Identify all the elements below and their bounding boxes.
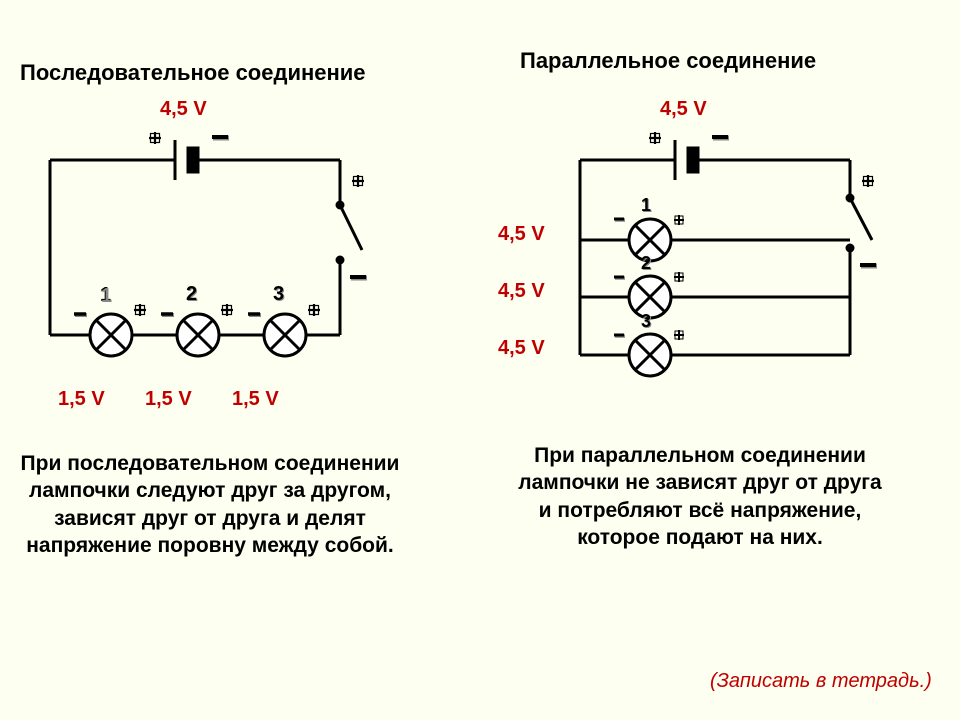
heading-parallel: Параллельное соединение	[520, 48, 816, 74]
par-bulb-2: 2 2	[614, 253, 684, 318]
svg-text:3: 3	[273, 283, 284, 305]
bulb-2: 2 2	[161, 283, 233, 356]
par-bulb-1: 1 1	[614, 195, 684, 261]
svg-text:1: 1	[101, 285, 112, 307]
voltage-par-1: 4,5 V	[498, 223, 545, 246]
series-diagram: 1 1 2 2 3 3	[30, 120, 380, 380]
bulb-1: 1 1	[74, 284, 146, 356]
parallel-diagram: 1 1 2 2 3 3	[560, 120, 910, 390]
note: (Записать в тетрадь.)	[710, 670, 932, 693]
svg-text:3: 3	[641, 311, 651, 331]
svg-text:1: 1	[641, 195, 651, 215]
svg-text:2: 2	[641, 253, 651, 273]
voltage-series-1: 1,5 V	[58, 388, 105, 411]
svg-text:2: 2	[186, 283, 197, 305]
desc-parallel: При параллельном соединении лампочки не …	[510, 442, 890, 551]
par-bulb-3: 3 3	[614, 311, 684, 376]
voltage-series-3: 1,5 V	[232, 388, 279, 411]
voltage-top-right: 4,5 V	[660, 98, 707, 121]
bulb-3: 3 3	[248, 283, 320, 356]
desc-series: При последовательном соединении лампочки…	[20, 450, 400, 559]
voltage-series-2: 1,5 V	[145, 388, 192, 411]
voltage-par-2: 4,5 V	[498, 280, 545, 303]
voltage-top-left: 4,5 V	[160, 98, 207, 121]
heading-series: Последовательное соединение	[20, 60, 366, 86]
voltage-par-3: 4,5 V	[498, 337, 545, 360]
